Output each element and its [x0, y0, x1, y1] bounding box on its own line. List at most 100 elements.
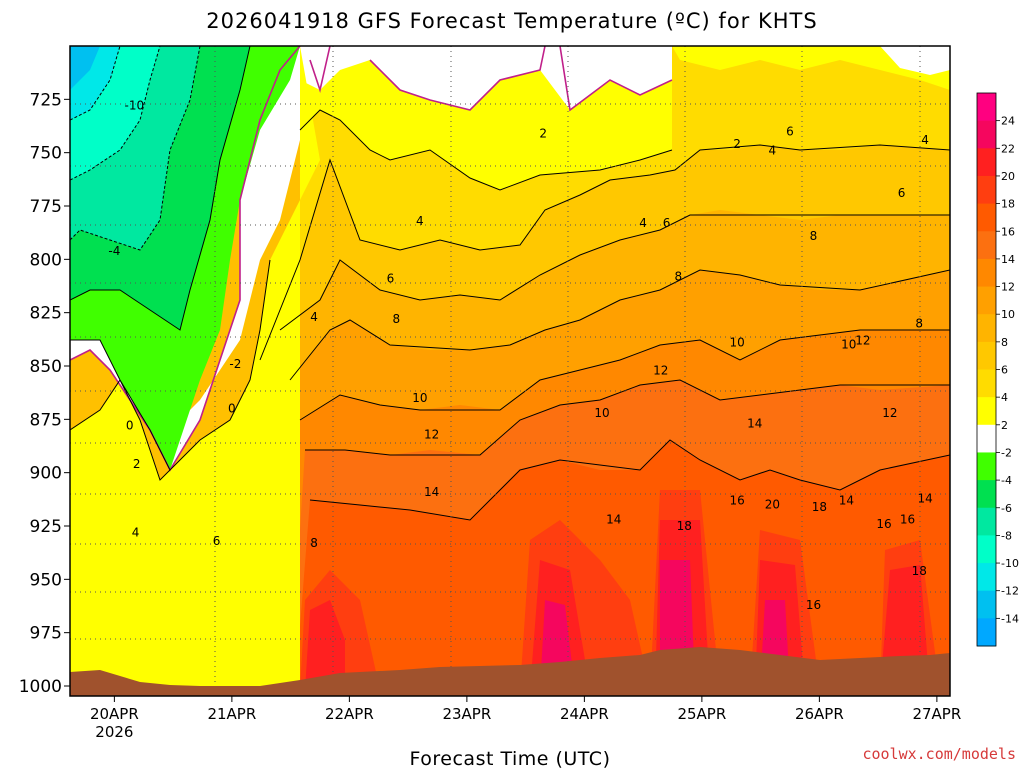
- y-tick-label: 975: [30, 624, 62, 644]
- colorbar-swatch: [977, 424, 996, 453]
- y-tick-label: 875: [30, 410, 62, 430]
- x-tick-label: 26APR: [795, 705, 844, 723]
- colorbar-swatch: [977, 120, 996, 149]
- contour-label: 20: [765, 498, 780, 512]
- colorbar-label: 22: [1001, 142, 1015, 155]
- contour-label: 14: [424, 485, 439, 499]
- y-tick-label: 950: [30, 570, 62, 590]
- contour-lines: [70, 46, 950, 521]
- contour-label: 0: [228, 402, 236, 416]
- zero-contour-line-2: [309, 46, 673, 112]
- contour-label: 16: [876, 517, 891, 531]
- y-tick-label: 750: [30, 144, 62, 164]
- colorbar-label: 20: [1001, 170, 1015, 183]
- colorbar-swatch: [977, 203, 996, 232]
- contour-label: 16: [806, 598, 821, 612]
- x-tick-label: 21APR: [207, 705, 256, 723]
- contour-label: 2: [733, 137, 741, 151]
- colorbar-swatch: [977, 258, 996, 288]
- colorbar-swatch: [977, 93, 996, 122]
- x-tick-label: 25APR: [677, 705, 726, 723]
- colorbar-label: 16: [1001, 225, 1015, 238]
- y-tick-label: 775: [30, 197, 62, 217]
- colorbar-label: -10: [1001, 557, 1019, 570]
- plot-frame: [69, 45, 951, 697]
- colorbar-label: -12: [1001, 585, 1019, 598]
- x-tick-year-label: 2026: [95, 723, 133, 741]
- contour-label: 10: [841, 338, 856, 352]
- credit-label: coolwx.com/models: [862, 745, 1016, 763]
- y-tick-label: 850: [30, 357, 62, 377]
- colorbar-swatch: [977, 286, 996, 315]
- band-2-left-warm: [70, 46, 320, 690]
- x-axis-title: Forecast Time (UTC): [410, 748, 611, 768]
- contour-label: 18: [812, 500, 827, 514]
- contour-label: 4: [310, 310, 318, 324]
- colorbar-label: -2: [1001, 446, 1012, 459]
- x-tick-label: 23APR: [442, 705, 491, 723]
- contour-label: 6: [663, 216, 671, 230]
- contour-label: 14: [747, 417, 762, 431]
- contour-label: 10: [594, 406, 609, 420]
- y-tick-label: 900: [30, 464, 62, 484]
- colorbar-label: -14: [1001, 612, 1019, 625]
- colorbar-swatch: [977, 314, 996, 343]
- colorbar-label: 6: [1001, 364, 1008, 377]
- contour-lines-dashed: [70, 46, 201, 251]
- colorbar-label: 4: [1001, 391, 1008, 404]
- band-neg12: [70, 46, 100, 90]
- contour-label: -2: [229, 357, 241, 371]
- contour-label: 12: [424, 427, 439, 441]
- contour-label: 8: [915, 316, 923, 330]
- contour-label: 0: [126, 419, 134, 433]
- colorbar-swatch: [977, 175, 996, 205]
- contour-label: 12: [882, 406, 897, 420]
- y-tick-label: 725: [30, 90, 62, 110]
- contour-label: 8: [393, 312, 401, 326]
- contour-label: 8: [810, 229, 818, 243]
- contour-label: 12: [855, 333, 870, 347]
- contour-label: 16: [900, 513, 915, 527]
- colorbar-swatch: [977, 231, 996, 260]
- contour-label: 6: [786, 124, 794, 138]
- colorbar-label: 2: [1001, 419, 1008, 432]
- band-above-zero-white: [300, 46, 950, 110]
- x-tick-label: 27APR: [912, 705, 961, 723]
- colorbar-label: 24: [1001, 115, 1015, 128]
- x-tick-label: 22APR: [325, 705, 374, 723]
- colorbar-label: -4: [1001, 474, 1012, 487]
- contour-label: 4: [921, 133, 929, 147]
- contour-label: 14: [917, 491, 932, 505]
- contour-label: 8: [675, 269, 683, 283]
- colorbar-label: -6: [1001, 502, 1012, 515]
- contour-label: 6: [898, 186, 906, 200]
- contour-label: 8: [310, 536, 318, 550]
- contour-label: -4: [108, 244, 120, 258]
- contour-label: 18: [677, 519, 692, 533]
- contour-label: 18: [1006, 598, 1021, 612]
- colorbar-label: 12: [1001, 281, 1015, 294]
- colorbar-label: 8: [1001, 336, 1008, 349]
- contour-label: 4: [639, 216, 647, 230]
- colorbar-label: 10: [1001, 308, 1015, 321]
- contour-label: 6: [213, 534, 221, 548]
- x-tick-label: 20APR: [90, 705, 139, 723]
- contour-label: 2: [133, 457, 141, 471]
- contour-label: 10: [729, 336, 744, 350]
- colorbar-swatch: [977, 480, 996, 509]
- chart-title: 2026041918 GFS Forecast Temperature (ºC)…: [206, 9, 817, 33]
- contour-label: 6: [387, 272, 395, 286]
- colorbar-swatch: [977, 535, 996, 564]
- colorbar-swatch: [977, 590, 996, 619]
- y-axis: 725 750 775 800 825 850 875 900 925 950 975 1000: [19, 90, 70, 697]
- colorbar-swatch: [977, 341, 996, 370]
- contour-label: 2: [539, 126, 547, 140]
- contour-label: 6: [1015, 190, 1023, 204]
- colorbar-swatch: [977, 148, 996, 177]
- contour-label: 18: [912, 564, 927, 578]
- contour-label: -10: [125, 99, 145, 113]
